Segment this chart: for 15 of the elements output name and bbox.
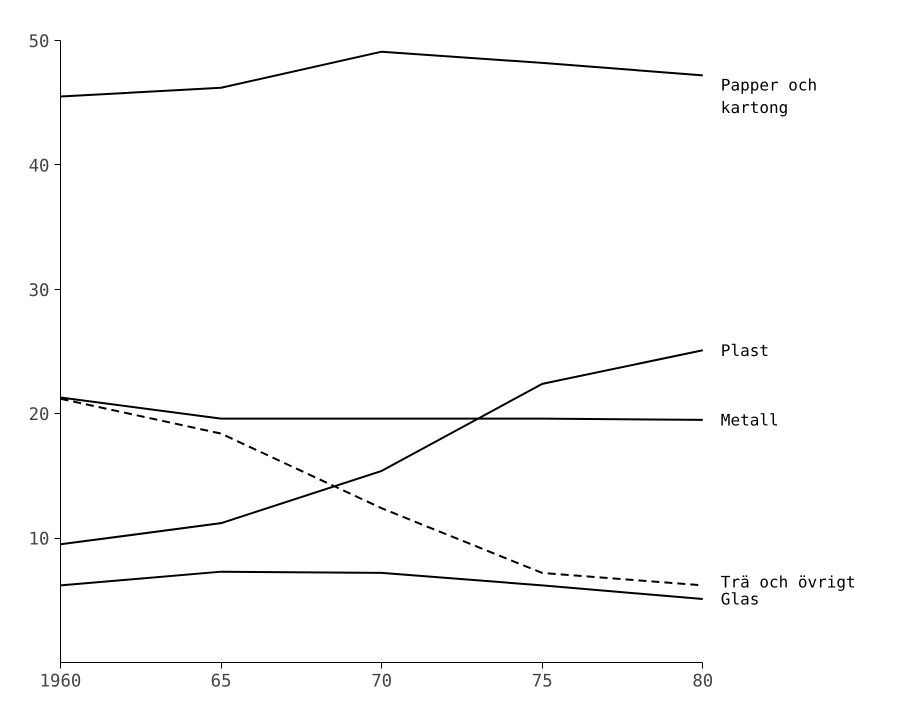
y-tick-label: 10 — [28, 530, 50, 550]
series-label: Trä och övrigt — [720, 572, 856, 592]
y-tick-label: 20 — [28, 405, 50, 426]
series-label: Metall — [720, 410, 779, 430]
series-label: Papper och kartong — [720, 75, 818, 118]
y-tick-label: 50 — [28, 32, 50, 52]
x-tick-label: 1960 — [40, 672, 82, 692]
x-tick-label: 80 — [692, 672, 714, 692]
x-tick-label: 70 — [371, 672, 392, 692]
series-label: Plast — [720, 340, 769, 360]
x-tick-label: 75 — [532, 672, 553, 692]
series-label: Glas — [720, 590, 760, 609]
y-tick-label: 30 — [28, 280, 50, 301]
y-tick-label: 40 — [28, 156, 50, 176]
x-tick-label: 65 — [210, 672, 232, 692]
